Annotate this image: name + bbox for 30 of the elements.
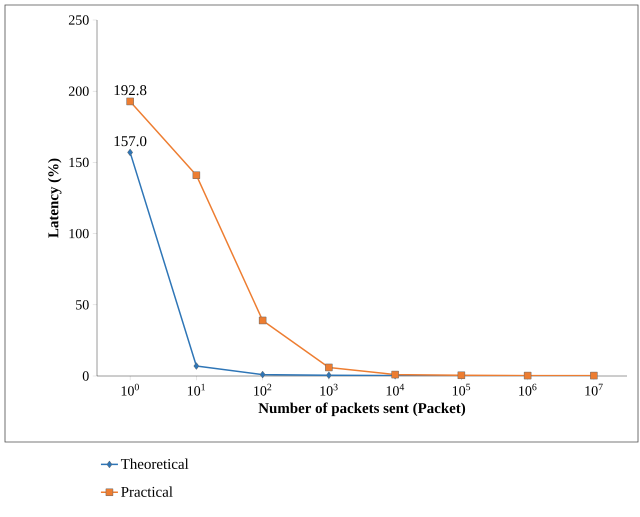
y-tick-label: 50 (76, 300, 89, 310)
x-tick-label: 10$^{7}$ (585, 384, 603, 396)
y-tick-label: 150 (70, 158, 89, 168)
legend-label: Practical (121, 486, 173, 497)
x-tick-label: 10$^{4}$ (386, 384, 404, 396)
y-tick-label: 0 (82, 371, 89, 381)
point (258, 316, 266, 324)
x-tick-label: 10$^{0}$ (122, 384, 139, 396)
data-label: 157.0 (114, 136, 146, 146)
y-tick-label: 200 (68, 86, 89, 96)
point (194, 362, 200, 370)
legend-label: Theoretical (120, 458, 188, 470)
x-tick-label: 10$^{1}$ (188, 384, 205, 396)
point (260, 370, 266, 378)
x-tick-label: 10$^{3}$ (320, 384, 338, 396)
x-tick-label: 10$^{5}$ (452, 384, 470, 396)
point (126, 98, 134, 106)
point (192, 171, 200, 179)
y-tick-label: 100 (70, 228, 89, 238)
point (326, 372, 332, 380)
x-axis-title: Number of packets sent (Packet) (258, 402, 466, 416)
y-axis-title: Latency (%) (48, 158, 62, 238)
point (127, 148, 133, 156)
x-tick-label: 10$^{2}$ (254, 384, 272, 396)
y-tick-label: 250 (68, 15, 89, 25)
data-label: 192.8 (114, 85, 146, 96)
x-tick-label: 10$^{6}$ (519, 384, 537, 396)
point (590, 372, 598, 380)
point (524, 372, 532, 380)
point (325, 364, 333, 372)
